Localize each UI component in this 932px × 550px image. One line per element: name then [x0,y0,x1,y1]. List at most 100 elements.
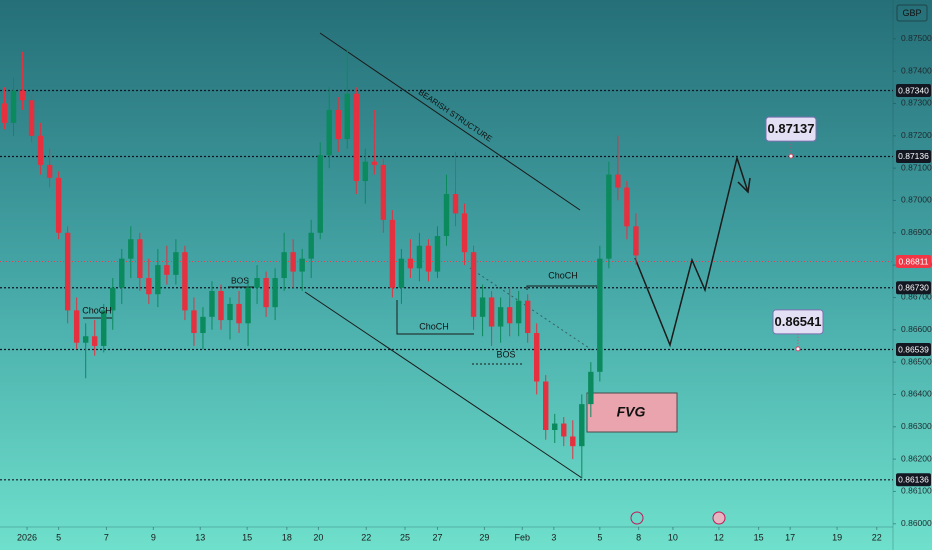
y-tick-label: 0.86600 [901,324,932,334]
target-point [795,346,801,352]
candle-body [515,300,522,324]
x-tick-label: 25 [400,532,410,542]
x-tick-label: 17 [785,532,795,542]
target-label: 0.86541 [775,314,822,329]
candle-body [218,290,224,321]
y-tick-label: 0.86500 [901,356,932,366]
candle-body [497,307,504,327]
x-tick-label: 29 [479,532,489,542]
candle-body [335,109,341,140]
x-tick-label: 10 [668,532,678,542]
y-tick-label: 0.86200 [901,453,932,463]
candle-body [588,371,594,405]
annotation: FVG [617,404,646,420]
target-point [788,153,794,159]
candle-body [624,187,630,227]
currency-box[interactable] [896,4,928,22]
y-tick-label: 0.86900 [901,227,932,237]
y-tick-label: 0.87300 [901,98,932,108]
candle-body [416,245,423,269]
projection-path [634,155,749,348]
candle-body [200,316,206,334]
target-label: 0.87137 [768,121,815,136]
candle-body [344,93,350,140]
trend-line [304,291,583,479]
candle-body [73,310,80,343]
price-badge [896,84,931,98]
candle-body [570,436,576,447]
x-tick-label: Feb [515,532,531,542]
x-tick-label: 22 [361,532,371,542]
event-icon[interactable] [712,511,726,525]
candle-body [55,177,62,233]
price-badge [896,281,931,295]
candle-body [82,336,89,343]
annotation: ChoCH [419,321,449,331]
x-tick-label: 13 [195,532,205,542]
candle-body [110,287,116,311]
x-tick-label: 15 [754,532,764,542]
candle-body [479,297,486,317]
price-badge-label: 0.86811 [898,256,928,266]
x-tick-label: 5 [597,532,602,542]
candle-body [533,333,540,382]
candle-body [272,278,278,308]
price-badge-label: 0.86730 [898,282,929,292]
x-tick-label: 9 [151,532,156,542]
candle-body [290,252,296,272]
candle-body [92,336,98,346]
candle-body [470,252,477,317]
candle-body [488,297,495,327]
candle-body [299,258,305,272]
price-badge [896,149,931,163]
event-icon[interactable] [630,511,644,525]
candle-body [128,239,134,259]
annotation: BOS [231,275,249,285]
x-tick-label: 2026 [17,532,37,542]
candle-body [164,265,170,275]
candle-body [579,404,585,447]
x-tick-label: 18 [282,532,292,542]
candle-body [317,155,323,233]
candle-body [380,164,387,220]
candle-body [606,174,612,259]
candle-body [227,303,233,321]
x-tick-label: 7 [104,532,109,542]
candle-body [191,310,197,334]
candle-body [10,90,17,123]
candle-body [155,265,161,295]
annotation: ChoCH [548,270,578,280]
annotation: BOS [496,349,515,359]
candle-body [28,100,35,136]
y-tick-label: 0.86100 [901,486,932,496]
x-tick-label: 12 [714,532,724,542]
x-tick-label: 5 [56,532,61,542]
candle-body [407,258,414,269]
candle-body [362,161,369,182]
candle-body [543,381,549,431]
candle-body [182,252,188,311]
candle-body [308,232,314,259]
y-tick-label: 0.87000 [901,195,932,205]
candle-body [389,219,396,288]
trend-line [319,32,581,211]
candle-body [37,135,44,165]
candle-body [398,258,405,288]
candle-body [119,258,125,288]
price-badge [896,473,931,487]
y-tick-label: 0.86400 [901,389,932,399]
y-tick-label: 0.86000 [901,518,932,528]
price-badge-label: 0.87136 [898,151,929,161]
y-tick-label: 0.87500 [901,33,932,43]
candle-body [281,252,287,279]
y-tick-label: 0.87400 [901,65,932,75]
candle-body [452,193,459,214]
candle-body [353,93,360,182]
y-tick-label: 0.87100 [901,162,932,172]
candle-body [597,258,603,372]
price-badge-label: 0.87340 [898,85,929,95]
x-tick-label: 8 [636,532,641,542]
target-box [772,309,824,335]
candle-body [1,103,8,123]
